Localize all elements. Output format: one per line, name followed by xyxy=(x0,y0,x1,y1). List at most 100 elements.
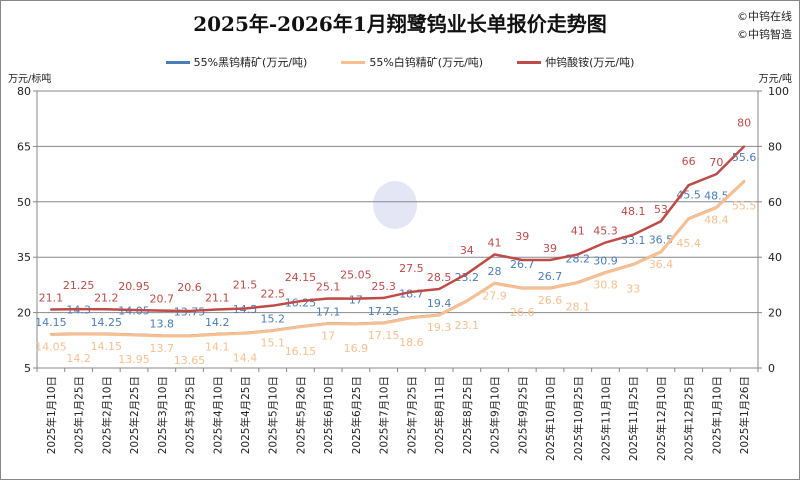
data-point xyxy=(576,253,579,256)
data-label: 25.1 xyxy=(316,280,341,293)
data-point xyxy=(382,296,385,299)
legend-item-white-tungsten: 55%白钨精矿(万元/吨) xyxy=(341,54,483,70)
data-point xyxy=(105,333,108,336)
right-tick-label: 100 xyxy=(768,85,789,98)
data-point xyxy=(354,323,357,326)
left-tick-label: 80 xyxy=(17,85,31,98)
data-label: 17.1 xyxy=(316,305,341,318)
data-point xyxy=(243,332,246,335)
data-label: 20.95 xyxy=(118,280,150,293)
x-tick-label: 2025年11月10日 xyxy=(599,376,612,461)
data-label: 15.2 xyxy=(260,312,285,325)
data-label: 22.5 xyxy=(260,288,285,301)
data-point xyxy=(327,322,330,325)
data-label: 17 xyxy=(321,330,335,343)
data-label: 14.1 xyxy=(205,340,230,353)
data-label: 24.15 xyxy=(285,271,317,284)
data-point xyxy=(715,173,718,176)
data-point xyxy=(493,253,496,256)
x-tick-label: 2025年10月10日 xyxy=(544,376,557,461)
legend-swatch xyxy=(517,60,542,64)
data-label: 45.4 xyxy=(676,237,701,250)
data-label: 36.4 xyxy=(649,258,674,271)
data-label: 21.1 xyxy=(205,292,230,305)
right-axis-unit: 万元/吨 xyxy=(758,74,792,85)
data-label: 55.6 xyxy=(732,151,757,164)
data-point xyxy=(299,325,302,328)
data-label: 27.5 xyxy=(399,262,424,275)
data-point xyxy=(188,309,191,312)
data-label: 14.15 xyxy=(91,340,123,353)
left-tick-label: 50 xyxy=(17,196,31,209)
copyright-2: ©中钨智造 xyxy=(737,28,792,41)
right-tick-label: 80 xyxy=(768,140,782,153)
data-label: 13.7 xyxy=(150,342,175,355)
data-point xyxy=(77,333,80,336)
copyright-1: ©中钨在线 xyxy=(737,10,792,23)
data-label: 14.4 xyxy=(233,351,258,364)
data-point xyxy=(549,258,552,261)
x-tick-label: 2025年1月26日 xyxy=(738,376,751,454)
data-label: 15.1 xyxy=(260,337,285,350)
data-label: 13.65 xyxy=(174,354,206,367)
data-label: 26.6 xyxy=(510,306,535,319)
data-label: 19.4 xyxy=(427,297,452,310)
data-point xyxy=(687,184,690,187)
x-tick-label: 2025年11月25日 xyxy=(627,376,640,461)
data-point xyxy=(687,217,690,220)
data-label: 21.1 xyxy=(39,292,64,305)
x-tick-label: 2025年3月25日 xyxy=(184,376,197,454)
left-tick-label: 20 xyxy=(17,307,31,320)
data-point xyxy=(243,307,246,310)
x-tick-label: 2025年5月10日 xyxy=(267,376,280,454)
data-point xyxy=(632,233,635,236)
data-point xyxy=(216,308,219,311)
data-label: 13.8 xyxy=(150,317,175,330)
data-point xyxy=(271,329,274,332)
data-point xyxy=(465,300,468,303)
data-label: 17.15 xyxy=(368,329,400,342)
data-point xyxy=(493,282,496,285)
data-label: 25.05 xyxy=(340,269,372,282)
data-label: 30.8 xyxy=(593,279,618,292)
data-label: 25.3 xyxy=(371,280,396,293)
data-label: 45.3 xyxy=(593,225,618,238)
data-point xyxy=(659,251,662,254)
data-label: 80 xyxy=(737,116,751,129)
data-point xyxy=(188,335,191,338)
data-point xyxy=(160,334,163,337)
x-tick-label: 2025年8月25日 xyxy=(461,376,474,454)
data-label: 20.6 xyxy=(177,281,202,294)
data-label: 26.6 xyxy=(538,294,563,307)
data-label: 17 xyxy=(349,294,363,307)
x-tick-label: 2025年7月25日 xyxy=(405,376,418,454)
data-point xyxy=(465,272,468,275)
legend-swatch xyxy=(165,60,190,64)
data-point xyxy=(438,314,441,317)
right-tick-label: 60 xyxy=(768,196,782,209)
data-point xyxy=(521,258,524,261)
data-label: 28 xyxy=(488,265,502,278)
data-point xyxy=(299,300,302,303)
data-label: 16.9 xyxy=(344,342,369,355)
data-label: 48.1 xyxy=(621,205,646,218)
series-line-2 xyxy=(50,145,746,313)
data-label: 14.05 xyxy=(35,341,67,354)
data-label: 14.2 xyxy=(66,352,91,365)
x-tick-label: 2025年2月10日 xyxy=(100,376,113,454)
series-line-1 xyxy=(50,180,746,338)
legend-label: 55%白钨精矿(万元/吨) xyxy=(369,56,484,69)
data-label: 39 xyxy=(515,230,529,243)
x-tick-label: 2025年6月25日 xyxy=(350,376,363,454)
data-point xyxy=(715,206,718,209)
data-point xyxy=(604,271,607,274)
data-label: 66 xyxy=(682,155,696,168)
data-label: 39 xyxy=(543,242,557,255)
left-tick-label: 35 xyxy=(17,251,31,264)
data-point xyxy=(271,304,274,307)
data-point xyxy=(105,308,108,311)
data-point xyxy=(632,263,635,266)
data-point xyxy=(743,145,746,148)
data-label: 18.6 xyxy=(399,336,424,349)
right-tick-label: 40 xyxy=(768,251,782,264)
